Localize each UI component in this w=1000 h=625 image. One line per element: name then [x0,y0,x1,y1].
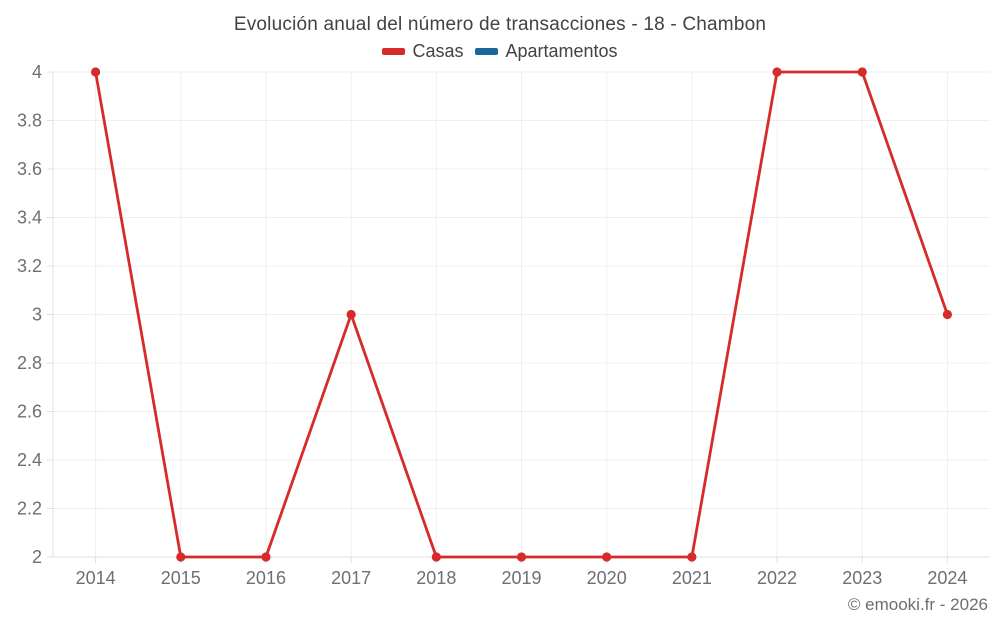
legend: Casas Apartamentos [0,41,1000,62]
casas-data-point[interactable] [687,552,697,562]
casas-data-point[interactable] [261,552,271,562]
y-axis-label: 3.2 [17,256,42,276]
casas-data-point[interactable] [346,309,356,320]
casas-data-point[interactable] [772,67,782,77]
legend-label: Casas [412,41,464,61]
x-axis-label: 2023 [842,568,882,588]
y-axis-label: 4 [32,62,42,82]
casas-data-point[interactable] [176,552,186,562]
x-axis-label: 2024 [927,568,967,588]
y-axis-label: 3.6 [17,159,42,179]
legend-item-apartamentos[interactable]: Apartamentos [475,41,618,62]
x-axis-label: 2020 [587,568,627,588]
x-axis-label: 2019 [501,568,541,588]
x-axis-label: 2014 [76,568,116,588]
x-axis-label: 2022 [757,568,797,588]
legend-label: Apartamentos [505,41,618,61]
y-axis-label: 2 [32,547,42,567]
x-axis-label: 2017 [331,568,371,588]
y-axis-label: 3 [32,305,42,325]
x-axis-label: 2018 [416,568,456,588]
y-axis-label: 3.4 [17,208,42,228]
casas-data-point[interactable] [90,67,101,77]
x-axis-label: 2021 [672,568,712,588]
x-axis-label: 2015 [161,568,201,588]
x-axis-label: 2016 [246,568,286,588]
chart-title: Evolución anual del número de transaccio… [233,14,767,35]
casas-data-point[interactable] [516,552,527,562]
legend-item-casas[interactable]: Casas [382,41,463,62]
y-axis-label: 2.4 [17,450,42,470]
casas-data-point[interactable] [431,552,441,562]
apartamentos-series-marker [475,48,499,55]
casas-data-point[interactable] [857,67,867,77]
y-axis-label: 2.2 [17,499,42,519]
y-axis-label: 2.8 [17,353,42,373]
y-axis-label: 2.6 [17,402,42,422]
copyright-footer: © emooki.fr - 2026 [847,595,988,614]
casas-data-point[interactable] [942,309,953,320]
casas-series-marker [382,48,406,55]
casas-data-point[interactable] [602,552,612,562]
y-axis-label: 3.8 [17,111,42,131]
